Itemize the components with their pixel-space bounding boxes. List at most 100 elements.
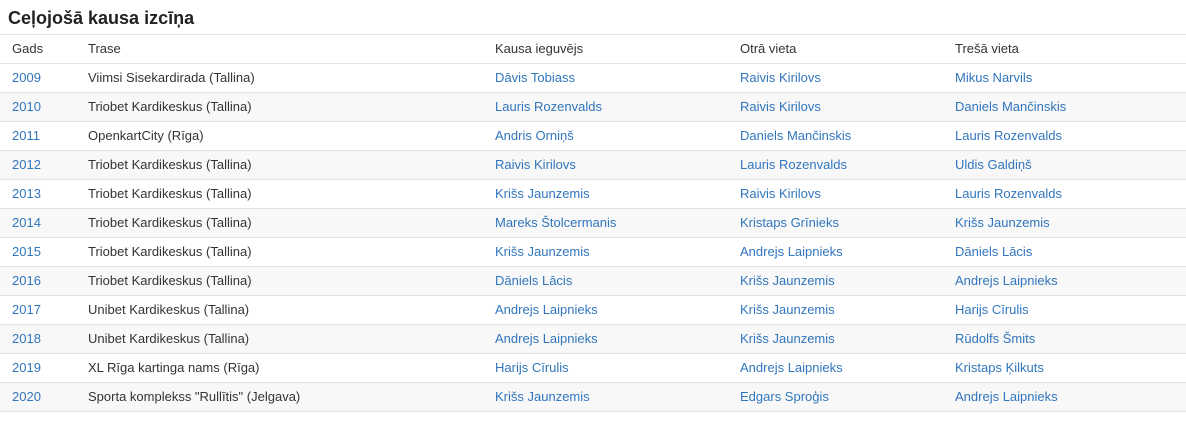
winner-link[interactable]: Harijs Cīrulis bbox=[495, 360, 569, 375]
second-place-link[interactable]: Andrejs Laipnieks bbox=[740, 360, 843, 375]
third-place-link[interactable]: Rūdolfs Šmits bbox=[955, 331, 1036, 346]
second-place-link[interactable]: Krišs Jaunzemis bbox=[740, 273, 835, 288]
third-place-link[interactable]: Andrejs Laipnieks bbox=[955, 273, 1058, 288]
results-table: Gads Trase Kausa ieguvējs Otrā vieta Tre… bbox=[0, 34, 1186, 412]
winner-link[interactable]: Mareks Štolcermanis bbox=[495, 215, 617, 230]
second-place-cell: Raivis Kirilovs bbox=[728, 92, 943, 122]
year-link[interactable]: 2018 bbox=[12, 331, 41, 346]
track-cell: Triobet Kardikeskus (Tallina) bbox=[76, 179, 483, 209]
second-place-cell: Raivis Kirilovs bbox=[728, 63, 943, 93]
winner-link[interactable]: Andrejs Laipnieks bbox=[495, 302, 598, 317]
table-row: 2019 XL Rīga kartinga nams (Rīga) Harijs C… bbox=[0, 353, 1186, 383]
second-place-link[interactable]: Daniels Mančinskis bbox=[740, 128, 852, 143]
track-cell: Unibet Kardikeskus (Tallina) bbox=[76, 324, 483, 354]
table-row: 2009 Viimsi Sisekardirada (Tallina) Dāvis … bbox=[0, 63, 1186, 93]
track-cell: Unibet Kardikeskus (Tallina) bbox=[76, 295, 483, 325]
winner-cell: Mareks Štolcermanis bbox=[483, 208, 728, 238]
year-link[interactable]: 2009 bbox=[12, 70, 41, 85]
third-place-cell: Lauris Rozenvalds bbox=[943, 179, 1186, 209]
year-cell: 2009 bbox=[0, 63, 76, 93]
table-body: 2009 Viimsi Sisekardirada (Tallina) Dāvis … bbox=[0, 63, 1186, 412]
second-place-link[interactable]: Krišs Jaunzemis bbox=[740, 331, 835, 346]
year-link[interactable]: 2012 bbox=[12, 157, 41, 172]
third-place-link[interactable]: Daniels Mančinskis bbox=[955, 99, 1067, 114]
second-place-link[interactable]: Edgars Sproģis bbox=[740, 389, 829, 404]
third-place-link[interactable]: Krišs Jaunzemis bbox=[955, 215, 1050, 230]
third-place-cell: Dāniels Lācis bbox=[943, 237, 1186, 267]
table-row: 2017 Unibet Kardikeskus (Tallina) Andrejs … bbox=[0, 295, 1186, 325]
table-row: 2014 Triobet Kardikeskus (Tallina) Mareks … bbox=[0, 208, 1186, 238]
winner-link[interactable]: Krišs Jaunzemis bbox=[495, 244, 590, 259]
winner-link[interactable]: Krišs Jaunzemis bbox=[495, 186, 590, 201]
third-place-link[interactable]: Harijs Cīrulis bbox=[955, 302, 1029, 317]
track-cell: XL Rīga kartinga nams (Rīga) bbox=[76, 353, 483, 383]
year-link[interactable]: 2016 bbox=[12, 273, 41, 288]
year-link[interactable]: 2014 bbox=[12, 215, 41, 230]
third-place-link[interactable]: Dāniels Lācis bbox=[955, 244, 1033, 259]
third-place-link[interactable]: Uldis Galdiņš bbox=[955, 157, 1032, 172]
year-cell: 2013 bbox=[0, 179, 76, 209]
winner-link[interactable]: Andrejs Laipnieks bbox=[495, 331, 598, 346]
second-place-cell: Lauris Rozenvalds bbox=[728, 150, 943, 180]
table-row: 2015 Triobet Kardikeskus (Tallina) Krišs J… bbox=[0, 237, 1186, 267]
third-place-link[interactable]: Mikus Narvils bbox=[955, 70, 1033, 85]
third-place-link[interactable]: Lauris Rozenvalds bbox=[955, 186, 1062, 201]
third-place-link[interactable]: Andrejs Laipnieks bbox=[955, 389, 1058, 404]
second-place-link[interactable]: Raivis Kirilovs bbox=[740, 70, 821, 85]
year-cell: 2012 bbox=[0, 150, 76, 180]
year-cell: 2016 bbox=[0, 266, 76, 296]
second-place-cell: Krišs Jaunzemis bbox=[728, 295, 943, 325]
year-cell: 2015 bbox=[0, 237, 76, 267]
table-row: 2020 Sporta komplekss "Rullītis" (Jelgava… bbox=[0, 382, 1186, 412]
table-row: 2011 OpenkartCity (Rīga) Andris Orniņš Dani… bbox=[0, 121, 1186, 151]
winner-cell: Andris Orniņš bbox=[483, 121, 728, 151]
winner-link[interactable]: Lauris Rozenvalds bbox=[495, 99, 602, 114]
year-link[interactable]: 2010 bbox=[12, 99, 41, 114]
second-place-cell: Krišs Jaunzemis bbox=[728, 324, 943, 354]
second-place-link[interactable]: Raivis Kirilovs bbox=[740, 99, 821, 114]
third-place-cell: Krišs Jaunzemis bbox=[943, 208, 1186, 238]
second-place-cell: Krišs Jaunzemis bbox=[728, 266, 943, 296]
year-link[interactable]: 2017 bbox=[12, 302, 41, 317]
table-row: 2016 Triobet Kardikeskus (Tallina) Dāniels… bbox=[0, 266, 1186, 296]
third-place-cell: Rūdolfs Šmits bbox=[943, 324, 1186, 354]
winner-link[interactable]: Andris Orniņš bbox=[495, 128, 574, 143]
year-cell: 2020 bbox=[0, 382, 76, 412]
second-place-cell: Kristaps Grīnieks bbox=[728, 208, 943, 238]
second-place-link[interactable]: Kristaps Grīnieks bbox=[740, 215, 839, 230]
track-cell: Triobet Kardikeskus (Tallina) bbox=[76, 92, 483, 122]
second-place-cell: Raivis Kirilovs bbox=[728, 179, 943, 209]
second-place-link[interactable]: Raivis Kirilovs bbox=[740, 186, 821, 201]
winner-cell: Raivis Kirilovs bbox=[483, 150, 728, 180]
table-row: 2010 Triobet Kardikeskus (Tallina) Lauris … bbox=[0, 92, 1186, 122]
track-cell: OpenkartCity (Rīga) bbox=[76, 121, 483, 151]
third-place-cell: Harijs Cīrulis bbox=[943, 295, 1186, 325]
winner-cell: Andrejs Laipnieks bbox=[483, 295, 728, 325]
winner-link[interactable]: Krišs Jaunzemis bbox=[495, 389, 590, 404]
track-cell: Viimsi Sisekardirada (Tallina) bbox=[76, 63, 483, 93]
second-place-link[interactable]: Lauris Rozenvalds bbox=[740, 157, 847, 172]
year-cell: 2017 bbox=[0, 295, 76, 325]
table-row: 2012 Triobet Kardikeskus (Tallina) Raivis … bbox=[0, 150, 1186, 180]
winner-link[interactable]: Dāvis Tobiass bbox=[495, 70, 575, 85]
winner-cell: Dāvis Tobiass bbox=[483, 63, 728, 93]
year-link[interactable]: 2011 bbox=[12, 128, 40, 143]
second-place-link[interactable]: Krišs Jaunzemis bbox=[740, 302, 835, 317]
year-link[interactable]: 2015 bbox=[12, 244, 41, 259]
year-link[interactable]: 2013 bbox=[12, 186, 41, 201]
third-place-cell: Andrejs Laipnieks bbox=[943, 382, 1186, 412]
second-place-cell: Andrejs Laipnieks bbox=[728, 353, 943, 383]
second-place-cell: Andrejs Laipnieks bbox=[728, 237, 943, 267]
header-year: Gads bbox=[0, 34, 76, 64]
winner-link[interactable]: Raivis Kirilovs bbox=[495, 157, 576, 172]
winner-cell: Dāniels Lācis bbox=[483, 266, 728, 296]
second-place-link[interactable]: Andrejs Laipnieks bbox=[740, 244, 843, 259]
winner-cell: Krišs Jaunzemis bbox=[483, 382, 728, 412]
winner-cell: Krišs Jaunzemis bbox=[483, 237, 728, 267]
track-cell: Triobet Kardikeskus (Tallina) bbox=[76, 208, 483, 238]
third-place-link[interactable]: Lauris Rozenvalds bbox=[955, 128, 1062, 143]
year-link[interactable]: 2019 bbox=[12, 360, 41, 375]
winner-link[interactable]: Dāniels Lācis bbox=[495, 273, 573, 288]
third-place-link[interactable]: Kristaps Ķilkuts bbox=[955, 360, 1044, 375]
year-link[interactable]: 2020 bbox=[12, 389, 41, 404]
